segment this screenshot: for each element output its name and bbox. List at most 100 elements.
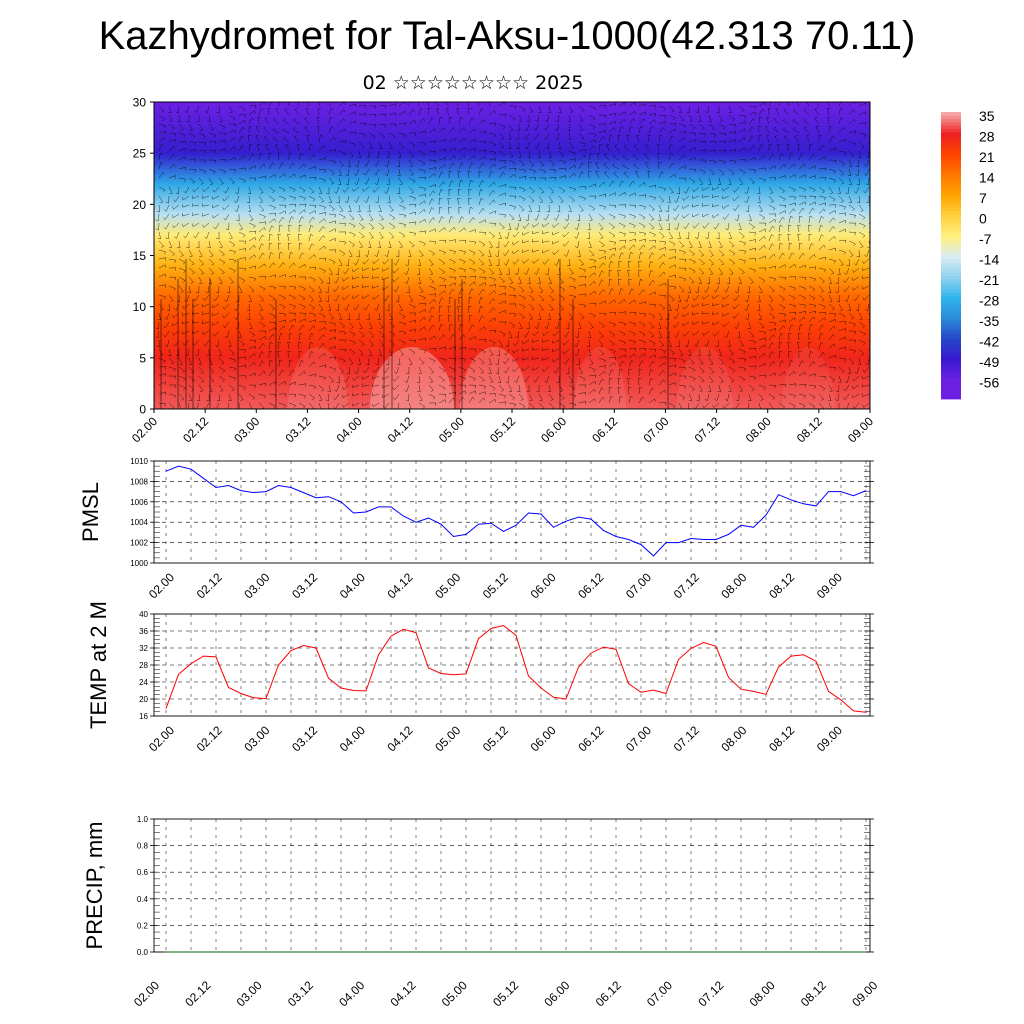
precip-point-3: [203, 951, 204, 953]
colorbar-swatch-0-3: [941, 122, 961, 127]
precip-point-20: [415, 951, 417, 953]
colorbar-swatch-0-2: [941, 118, 961, 123]
temp2m-point-5: [228, 687, 229, 688]
precip-point-31: [553, 951, 554, 953]
colorbar-swatch-5-5: [941, 231, 961, 236]
colorbar-swatch-2-5: [941, 170, 961, 174]
temp2m-point-34: [590, 652, 592, 654]
temp2m-point-54: [840, 699, 842, 701]
chart-subtitle: 02 ☆☆☆☆☆☆☆☆ 2025: [362, 72, 584, 94]
colorbar-swatch-8-1: [941, 279, 961, 284]
colorbar-label-9: -28: [979, 293, 999, 309]
pmsl-ylabel: PMSL: [78, 482, 103, 542]
pmsl-point-42: [690, 538, 692, 539]
colorbar-swatch-13-2: [941, 385, 961, 390]
temp-2m-panel: 16 20 24 28 32 36 40 02.00 02.12 03.00 03.12 04.00 0…: [86, 601, 874, 754]
colorbar-swatch-0-1: [941, 115, 961, 120]
colorbar-swatch-7-2: [941, 262, 961, 267]
colorbar-swatch-1-4: [941, 146, 961, 150]
pmsl-ytick-label-2: 1004: [130, 518, 148, 527]
colorbar-swatch-7-1: [941, 258, 961, 263]
pmsl-point-12: [315, 497, 317, 499]
colorbar-swatch-11-1: [941, 340, 961, 345]
pmsl-xtick-label-2: 03.00: [241, 570, 272, 601]
pmsl-point-10: [290, 487, 292, 488]
colorbar-label-10: -35: [979, 313, 999, 329]
precip-point-11: [303, 951, 304, 953]
precip-point-10: [290, 951, 292, 953]
pmsl-point-51: [803, 503, 804, 505]
colorbar-swatch-10-5: [941, 334, 961, 338]
temp2m-point-14: [340, 687, 342, 689]
heatmap-ytick-label-1: 5: [139, 351, 146, 365]
pmsl-point-20: [415, 521, 417, 523]
heatmap-xtick-label-7: 05.12: [487, 414, 518, 445]
surface-streaks: [160, 259, 669, 409]
colorbar-swatch-11-2: [941, 344, 961, 349]
temp2m-ytick-label-5: 36: [139, 627, 148, 636]
temp2m-xtick-label-12: 08.00: [718, 723, 749, 754]
colorbar-swatch-5-1: [941, 217, 961, 222]
colorbar-swatch-12-5: [941, 375, 961, 379]
temp2m-point-6: [240, 693, 242, 694]
colorbar-swatch-3-0: [941, 173, 961, 178]
pmsl-ytick-label-3: 1006: [130, 498, 148, 507]
colorbar-swatch-0-5: [941, 129, 961, 133]
precip-point-53: [828, 951, 829, 953]
precip-point-54: [840, 951, 842, 953]
pmsl-point-30: [540, 513, 542, 515]
colorbar-swatch-9-2: [941, 303, 961, 308]
colorbar-swatch-13-4: [941, 392, 961, 396]
precip-xtick-label-10: 07.00: [644, 978, 675, 1009]
colorbar-swatch-7-4: [941, 269, 961, 273]
pmsl-point-29: [528, 512, 529, 514]
temp2m-ytick-label-1: 20: [139, 695, 148, 704]
colorbar-swatch-5-4: [941, 228, 961, 232]
precip-panel: 0.0 0.2 0.4 0.6 0.8 1.0 02.00 02.12 03.00 03.12 04…: [82, 815, 881, 1009]
colorbar-swatch-3-3: [941, 183, 961, 188]
colorbar-swatch-9-0: [941, 296, 961, 301]
colorbar-swatch-13-3: [941, 388, 961, 393]
temp2m-point-55: [853, 710, 854, 712]
precip-xtick-label-4: 04.00: [336, 978, 367, 1009]
temp2m-point-15: [353, 690, 354, 691]
temp2m-xtick-label-1: 02.12: [194, 723, 225, 754]
heatmap-xtick-label-3: 03.12: [282, 414, 313, 445]
precip-xtick-label-7: 05.12: [490, 978, 521, 1009]
temp2m-point-23: [453, 674, 454, 676]
temp2m-point-48: [765, 693, 767, 695]
colorbar-swatch-12-4: [941, 371, 961, 376]
pmsl-xtick-label-10: 07.00: [623, 570, 654, 601]
precip-point-21: [428, 951, 429, 953]
colorbar-swatch-8-4: [941, 289, 961, 294]
temp2m-point-26: [490, 628, 492, 629]
heatmap-ytick-label-5: 25: [133, 147, 147, 161]
temp2m-point-38: [640, 691, 642, 693]
pmsl-ytick-label-1: 1002: [130, 539, 148, 548]
precip-xtick-label-14: 09.00: [849, 978, 880, 1009]
pmsl-xtick-label-5: 04.12: [384, 570, 415, 601]
pmsl-point-27: [503, 531, 504, 532]
pmsl-point-41: [678, 542, 679, 543]
temp2m-point-10: [290, 650, 292, 651]
warm-cell-2: [460, 347, 528, 409]
pmsl-point-25: [478, 523, 479, 525]
temp2m-xtick-label-3: 03.12: [289, 723, 320, 754]
precip-point-39: [653, 951, 654, 953]
temp2m-point-13: [328, 677, 329, 679]
temp2m-point-8: [265, 698, 267, 699]
pmsl-xtick-label-0: 02.00: [146, 570, 177, 601]
temp2m-point-43: [703, 642, 704, 643]
precip-point-2: [190, 951, 192, 953]
precip-ytick-label-2: 0.4: [137, 895, 149, 904]
heatmap-xtick-label-5: 04.12: [385, 414, 416, 445]
temp2m-point-11: [303, 645, 304, 646]
temp2m-point-25: [478, 638, 479, 639]
precip-point-46: [740, 951, 742, 953]
wind-barb-field: [155, 102, 870, 409]
pmsl-point-11: [303, 492, 304, 493]
temp2m-point-21: [428, 667, 429, 669]
pmsl-xtick-label-6: 05.00: [432, 570, 463, 601]
pmsl-point-32: [565, 520, 567, 522]
temp2m-point-3: [203, 655, 204, 657]
